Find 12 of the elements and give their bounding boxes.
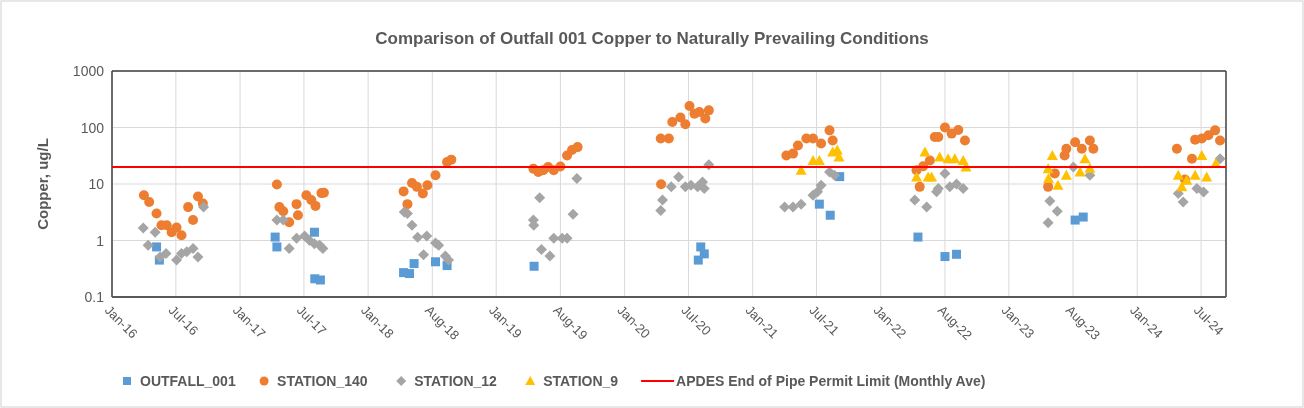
legend-label: STATION_12	[414, 373, 498, 389]
y-tick-label: 10	[88, 176, 105, 192]
y-axis-title: Copper, ug/L	[34, 138, 51, 230]
y-tick-label: 100	[80, 119, 105, 136]
y-tick-label: 1	[96, 232, 105, 249]
y-tick-label: 0.1	[84, 289, 105, 305]
legend-label: OUTFALL_001	[140, 373, 236, 389]
legend-label: STATION_140	[277, 373, 368, 389]
y-tick-label: 1000	[72, 63, 105, 79]
legend-label: STATION_9	[543, 373, 619, 389]
chart-title: Comparison of Outfall 001 Copper to Naturally Prevailing Conditions	[375, 29, 929, 48]
legend-label: APDES End of Pipe Permit Limit (Monthly Ave)	[676, 373, 986, 389]
